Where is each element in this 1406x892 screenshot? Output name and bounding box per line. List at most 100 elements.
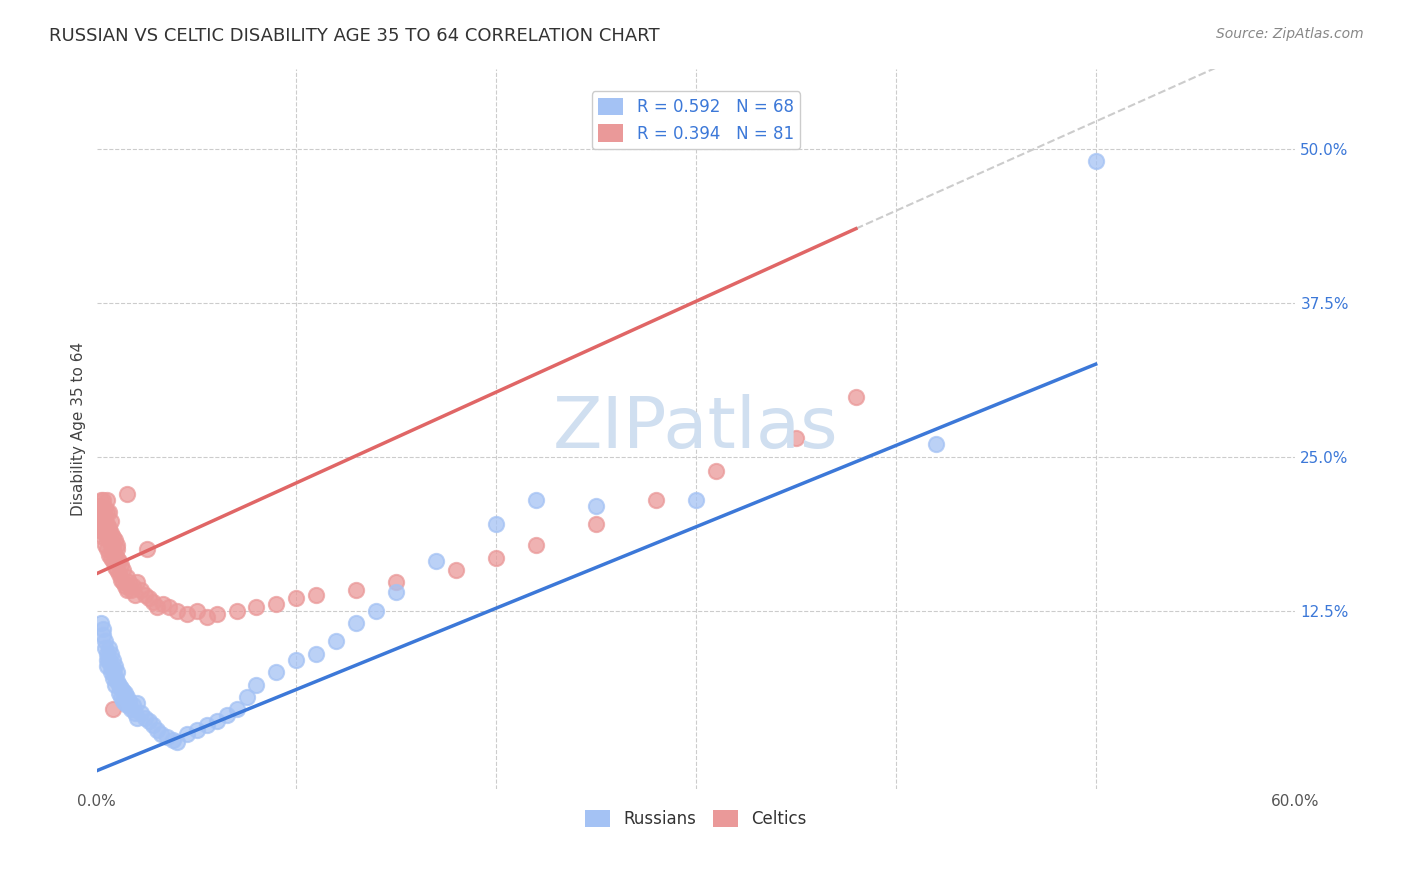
Point (125, 575, 148, 590)
Legend: Russians, Celtics: Russians, Celtics (579, 804, 814, 835)
Point (96, 647, 118, 661)
Point (115, 690, 138, 704)
Point (115, 582, 138, 597)
Point (87, 511, 110, 525)
Point (176, 607, 198, 622)
Point (111, 683, 134, 698)
Point (366, 604, 388, 618)
Point (96, 530, 118, 544)
Point (845, 391, 868, 405)
Point (91, 530, 114, 544)
Point (285, 591, 308, 606)
Y-axis label: Disability Age 35 to 64: Disability Age 35 to 64 (72, 342, 86, 516)
Point (155, 731, 177, 745)
Point (107, 686, 129, 700)
Point (425, 554, 447, 568)
Point (96, 505, 118, 519)
Point (110, 681, 132, 696)
Point (266, 665, 288, 680)
Point (115, 698, 138, 713)
Point (93, 514, 115, 528)
Point (97, 548, 120, 562)
Point (114, 686, 136, 700)
Text: Source: ZipAtlas.com: Source: ZipAtlas.com (1216, 27, 1364, 41)
Point (446, 563, 468, 577)
Point (195, 718, 218, 732)
Point (385, 585, 408, 599)
Point (117, 693, 139, 707)
Point (96, 653, 118, 667)
Point (685, 492, 707, 507)
Point (117, 575, 139, 590)
Point (138, 714, 160, 729)
Point (325, 634, 347, 648)
Point (105, 665, 128, 680)
Point (120, 582, 142, 597)
Point (96, 659, 118, 673)
Point (266, 598, 288, 612)
Point (100, 659, 122, 673)
Point (524, 492, 547, 507)
Point (704, 464, 727, 478)
Point (93, 640, 115, 655)
Point (111, 563, 134, 577)
Point (100, 550, 122, 565)
Point (124, 706, 146, 720)
Point (96, 517, 118, 532)
Point (166, 735, 188, 749)
Point (129, 582, 152, 597)
Point (96, 541, 118, 556)
Point (205, 714, 228, 729)
Point (110, 573, 132, 587)
Point (245, 599, 267, 614)
Text: ZIPatlas: ZIPatlas (553, 394, 839, 463)
Point (110, 558, 132, 572)
Point (97, 533, 120, 548)
Point (90, 492, 112, 507)
Point (105, 673, 128, 688)
Point (115, 486, 138, 500)
Point (925, 437, 948, 451)
Point (104, 677, 127, 691)
Point (176, 727, 198, 741)
Point (215, 708, 238, 723)
Point (91, 622, 114, 636)
Point (91, 517, 114, 532)
Point (105, 538, 128, 552)
Point (142, 718, 165, 732)
Point (142, 595, 165, 609)
Point (149, 727, 172, 741)
Point (225, 702, 247, 716)
Point (105, 541, 128, 556)
Point (186, 723, 208, 737)
Point (110, 690, 132, 704)
Point (101, 541, 124, 556)
Point (205, 607, 228, 622)
Point (100, 647, 122, 661)
Point (87, 499, 110, 513)
Point (305, 588, 328, 602)
Point (114, 696, 136, 710)
Point (107, 566, 129, 581)
Point (105, 550, 128, 565)
Point (344, 615, 367, 630)
Point (235, 690, 257, 704)
Point (87, 517, 110, 532)
Point (104, 659, 127, 673)
Point (305, 647, 328, 661)
Point (104, 548, 127, 562)
Point (93, 538, 115, 552)
Point (344, 582, 367, 597)
Point (105, 563, 128, 577)
Point (111, 693, 134, 707)
Point (134, 588, 156, 602)
Point (162, 733, 184, 747)
Point (585, 517, 607, 532)
Point (90, 615, 112, 630)
Point (645, 492, 668, 507)
Point (285, 653, 308, 667)
Point (96, 492, 118, 507)
Point (166, 604, 188, 618)
Point (104, 669, 127, 683)
Point (93, 634, 115, 648)
